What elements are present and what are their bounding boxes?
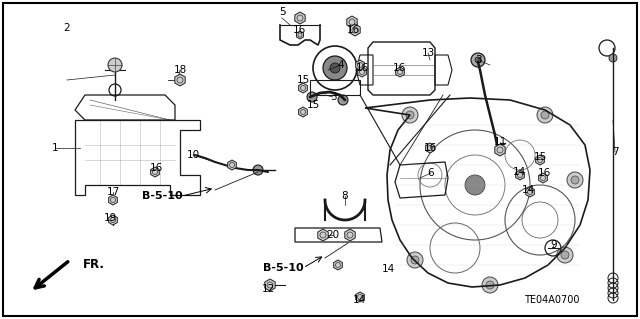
Circle shape — [465, 175, 485, 195]
Polygon shape — [347, 16, 357, 28]
Circle shape — [482, 277, 498, 293]
Text: FR.: FR. — [83, 257, 105, 271]
Text: 16: 16 — [538, 168, 550, 178]
Polygon shape — [525, 187, 534, 197]
Polygon shape — [318, 229, 328, 241]
Polygon shape — [536, 155, 545, 165]
Circle shape — [541, 111, 549, 119]
Circle shape — [406, 111, 414, 119]
Text: 16: 16 — [392, 63, 406, 73]
Polygon shape — [265, 279, 275, 291]
Circle shape — [307, 92, 317, 102]
Polygon shape — [299, 107, 307, 117]
Text: 15: 15 — [533, 152, 547, 162]
Text: TE04A0700: TE04A0700 — [525, 295, 580, 305]
Polygon shape — [358, 67, 366, 77]
Polygon shape — [396, 67, 404, 77]
Circle shape — [475, 57, 481, 63]
Circle shape — [402, 107, 418, 123]
Polygon shape — [356, 292, 364, 302]
Text: 7: 7 — [612, 147, 618, 157]
Text: 19: 19 — [104, 213, 116, 223]
Text: 5: 5 — [278, 7, 285, 17]
Polygon shape — [495, 144, 505, 156]
Circle shape — [571, 176, 579, 184]
Polygon shape — [350, 24, 360, 36]
Text: 16: 16 — [346, 25, 360, 35]
Circle shape — [561, 251, 569, 259]
Text: 17: 17 — [106, 187, 120, 197]
Text: 10: 10 — [186, 150, 200, 160]
Polygon shape — [295, 12, 305, 24]
Text: 16: 16 — [149, 163, 163, 173]
Text: 14: 14 — [381, 264, 395, 274]
Polygon shape — [175, 74, 185, 86]
Text: 20: 20 — [326, 230, 340, 240]
Text: 12: 12 — [261, 284, 275, 294]
Circle shape — [323, 56, 347, 80]
Text: 15: 15 — [307, 100, 319, 110]
Text: 14: 14 — [522, 185, 534, 195]
Circle shape — [486, 281, 494, 289]
Polygon shape — [345, 229, 355, 241]
Polygon shape — [296, 31, 303, 39]
Text: 9: 9 — [550, 240, 557, 250]
Text: 18: 18 — [173, 65, 187, 75]
Text: 16: 16 — [292, 25, 306, 35]
Circle shape — [557, 247, 573, 263]
Text: 3: 3 — [475, 55, 481, 65]
Text: 14: 14 — [353, 295, 365, 305]
Text: 16: 16 — [355, 63, 369, 73]
Text: 11: 11 — [493, 137, 507, 147]
Circle shape — [537, 107, 553, 123]
Polygon shape — [228, 160, 236, 170]
Polygon shape — [516, 170, 524, 180]
Polygon shape — [426, 143, 435, 153]
Polygon shape — [333, 260, 342, 270]
Text: 16: 16 — [424, 143, 436, 153]
Text: 1: 1 — [52, 143, 58, 153]
Text: 4: 4 — [338, 60, 344, 70]
Circle shape — [411, 256, 419, 264]
Text: 2: 2 — [64, 23, 70, 33]
Text: 3: 3 — [330, 92, 336, 102]
Polygon shape — [109, 215, 117, 225]
Text: B-5-10: B-5-10 — [262, 263, 303, 273]
Circle shape — [471, 53, 485, 67]
Polygon shape — [356, 60, 364, 70]
Circle shape — [609, 54, 617, 62]
Polygon shape — [150, 167, 159, 177]
Text: 8: 8 — [342, 191, 348, 201]
Circle shape — [253, 165, 263, 175]
Circle shape — [567, 172, 583, 188]
Text: B-5-10: B-5-10 — [141, 191, 182, 201]
Circle shape — [330, 63, 340, 73]
Text: 6: 6 — [428, 168, 435, 178]
Polygon shape — [299, 83, 307, 93]
Text: 15: 15 — [296, 75, 310, 85]
Circle shape — [108, 58, 122, 72]
Text: 14: 14 — [513, 167, 525, 177]
Circle shape — [338, 95, 348, 105]
Circle shape — [407, 252, 423, 268]
Polygon shape — [539, 173, 547, 183]
Text: 13: 13 — [421, 48, 435, 58]
Polygon shape — [109, 195, 117, 205]
